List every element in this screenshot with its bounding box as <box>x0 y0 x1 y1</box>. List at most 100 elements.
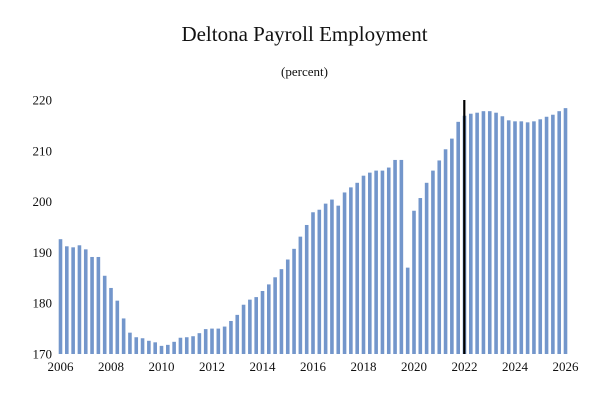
bar <box>71 247 75 354</box>
bar <box>551 114 555 354</box>
bar <box>292 248 296 354</box>
bar <box>317 209 322 354</box>
bar <box>65 246 69 354</box>
bar <box>134 337 139 354</box>
bar <box>279 269 284 354</box>
x-tick-label: 2022 <box>452 359 478 374</box>
y-axis-ticks: 170 180 190 200 210 220 <box>33 93 53 362</box>
bar <box>399 159 404 354</box>
bar <box>140 338 145 354</box>
bar <box>77 245 82 354</box>
bar <box>519 121 524 354</box>
bar <box>525 122 530 354</box>
x-tick-label: 2010 <box>149 359 175 374</box>
bar <box>304 224 309 354</box>
x-tick-label: 2012 <box>199 359 225 374</box>
bar <box>229 320 233 354</box>
bar <box>260 291 265 354</box>
bar <box>487 111 492 355</box>
y-tick-label: 180 <box>33 296 53 311</box>
bar <box>210 328 214 354</box>
bar <box>494 112 498 354</box>
bar <box>456 121 460 354</box>
bar <box>311 212 315 354</box>
bar <box>121 318 126 354</box>
bar <box>147 340 151 354</box>
bar <box>380 170 385 354</box>
x-tick-label: 2006 <box>48 359 75 374</box>
bar <box>443 149 448 354</box>
bar <box>500 116 505 354</box>
bar <box>469 113 473 354</box>
y-tick-label: 170 <box>33 347 53 362</box>
bar <box>166 344 170 354</box>
bar <box>83 249 88 354</box>
bar <box>506 120 511 354</box>
bar <box>418 198 423 354</box>
bar <box>248 299 252 354</box>
bar <box>336 205 341 354</box>
bar <box>405 267 410 354</box>
bar <box>361 175 366 354</box>
bar <box>241 304 246 354</box>
bar <box>115 300 120 354</box>
bar <box>235 314 240 354</box>
bar <box>374 170 378 354</box>
bar <box>159 345 164 354</box>
bar <box>544 116 549 354</box>
x-tick-label: 2016 <box>300 359 327 374</box>
bar <box>342 192 347 354</box>
y-tick-label: 220 <box>33 93 53 108</box>
bar <box>298 236 303 354</box>
chart-title: Deltona Payroll Employment <box>181 22 428 46</box>
bar <box>386 167 391 354</box>
x-tick-label: 2014 <box>250 359 277 374</box>
bar <box>431 170 435 354</box>
bar <box>178 337 183 354</box>
bar <box>153 342 157 354</box>
bar <box>475 112 479 354</box>
bar <box>128 332 132 354</box>
bar <box>102 275 107 354</box>
bar <box>96 256 101 354</box>
bar <box>349 187 353 354</box>
bar <box>450 138 454 354</box>
bar <box>532 121 536 354</box>
bar <box>513 121 517 354</box>
bar <box>184 337 189 354</box>
bar <box>197 333 202 354</box>
bar <box>273 277 277 354</box>
bar <box>285 259 290 354</box>
bar <box>172 341 176 354</box>
bar <box>563 108 568 354</box>
bar <box>254 297 258 354</box>
x-tick-label: 2026 <box>553 359 580 374</box>
bar <box>481 111 486 355</box>
x-axis-ticks: 2006 2008 2010 2012 2014 2016 2018 2020 2022 2024… <box>48 359 580 374</box>
bar <box>222 326 227 354</box>
x-tick-label: 2020 <box>401 359 427 374</box>
x-tick-label: 2018 <box>351 359 377 374</box>
x-tick-label: 2024 <box>502 359 529 374</box>
bar <box>424 182 429 354</box>
bar <box>58 239 63 354</box>
bar <box>203 329 208 354</box>
y-tick-label: 200 <box>33 194 53 209</box>
y-tick-label: 190 <box>33 245 53 260</box>
bar <box>90 256 94 354</box>
bar <box>412 210 416 354</box>
bar-series <box>58 108 568 355</box>
bar <box>109 287 113 354</box>
bar <box>323 203 328 354</box>
bar <box>267 284 271 354</box>
bar <box>557 111 561 355</box>
bar <box>216 328 221 354</box>
bar <box>437 160 442 354</box>
bar <box>538 119 543 354</box>
bar <box>368 172 372 354</box>
bar <box>355 182 359 354</box>
bar <box>191 336 195 354</box>
bar <box>330 199 334 354</box>
chart-subtitle: (percent) <box>281 64 328 79</box>
